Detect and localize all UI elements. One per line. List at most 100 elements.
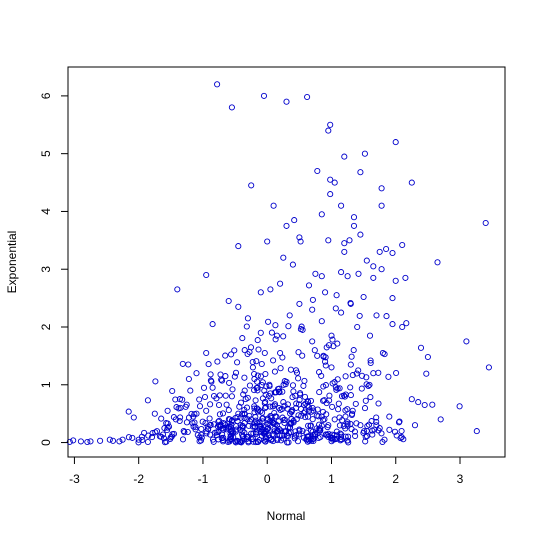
data-point (376, 248, 383, 255)
data-point (355, 270, 362, 277)
data-point (225, 416, 232, 423)
data-point (275, 405, 283, 412)
data-point (229, 386, 236, 393)
data-point (347, 299, 354, 307)
data-point (363, 381, 370, 388)
data-point (187, 387, 194, 394)
data-point (199, 418, 206, 425)
data-point (228, 393, 235, 400)
data-point (336, 422, 343, 429)
data-point (219, 410, 227, 417)
data-point (261, 349, 268, 357)
data-point (216, 411, 223, 418)
data-point (352, 400, 359, 407)
data-point (203, 407, 210, 414)
data-point (347, 392, 354, 399)
data-point (258, 381, 265, 389)
data-point (324, 431, 331, 438)
data-point (242, 396, 249, 403)
data-point (207, 371, 214, 378)
data-point (378, 430, 385, 437)
data-point (375, 400, 382, 407)
data-point (215, 429, 222, 436)
data-point (180, 427, 187, 435)
data-point (296, 396, 303, 403)
data-point (191, 419, 198, 426)
data-point (148, 434, 156, 441)
data-point (271, 368, 278, 375)
data-point (84, 438, 91, 446)
data-point (214, 81, 221, 88)
data-point (215, 401, 223, 409)
x-axis-label: Normal (267, 509, 306, 523)
data-point (355, 367, 362, 374)
data-point (370, 274, 377, 281)
data-point (283, 98, 290, 105)
data-point (222, 392, 229, 399)
data-point (284, 424, 291, 431)
data-point (301, 393, 309, 400)
data-point (328, 364, 335, 371)
data-point (408, 179, 415, 186)
data-point (361, 150, 368, 157)
data-point (217, 423, 224, 430)
data-point (346, 237, 353, 244)
data-point (314, 352, 321, 359)
data-point (363, 257, 370, 264)
data-point (129, 434, 136, 441)
data-point (318, 372, 325, 379)
data-point (303, 436, 311, 443)
data-point (130, 414, 137, 421)
data-point (266, 383, 273, 390)
data-point (228, 104, 235, 111)
y-axis: 0 1 2 3 4 5 6 (39, 92, 69, 446)
data-point (235, 243, 242, 250)
data-point (342, 373, 349, 380)
data-point (254, 378, 261, 385)
data-point (237, 421, 244, 429)
data-point (106, 436, 113, 443)
data-point (327, 121, 334, 128)
data-point (173, 404, 180, 411)
data-point (332, 384, 339, 391)
data-point (214, 423, 221, 430)
data-point (314, 406, 321, 413)
data-point (253, 358, 260, 365)
data-point (151, 410, 158, 417)
data-point (214, 358, 221, 365)
x-tick-label: 0 (264, 472, 271, 486)
data-point (260, 92, 268, 99)
data-point (297, 390, 304, 397)
data-point (179, 396, 186, 403)
data-point (338, 309, 345, 316)
data-point (298, 323, 305, 330)
data-point (257, 329, 264, 336)
data-point (281, 416, 288, 423)
data-point (309, 436, 316, 443)
data-point (281, 419, 288, 426)
data-point (228, 351, 235, 358)
data-point (215, 436, 222, 443)
data-point (280, 333, 287, 340)
data-point (66, 438, 73, 445)
data-point (378, 185, 385, 192)
data-point (309, 338, 316, 345)
data-point (203, 349, 210, 357)
data-point (184, 428, 191, 436)
data-point (473, 428, 480, 435)
data-point (259, 379, 266, 386)
data-point (262, 403, 269, 411)
data-point (320, 352, 327, 359)
data-point (240, 391, 247, 398)
data-point (201, 393, 209, 401)
data-point (207, 401, 214, 408)
data-point (259, 415, 266, 422)
data-point (354, 323, 361, 331)
data-point (267, 412, 274, 420)
data-point (353, 370, 360, 377)
data-point (389, 249, 396, 257)
data-point (163, 438, 170, 445)
data-point (243, 323, 250, 330)
data-point (223, 426, 230, 433)
data-point (342, 407, 349, 414)
